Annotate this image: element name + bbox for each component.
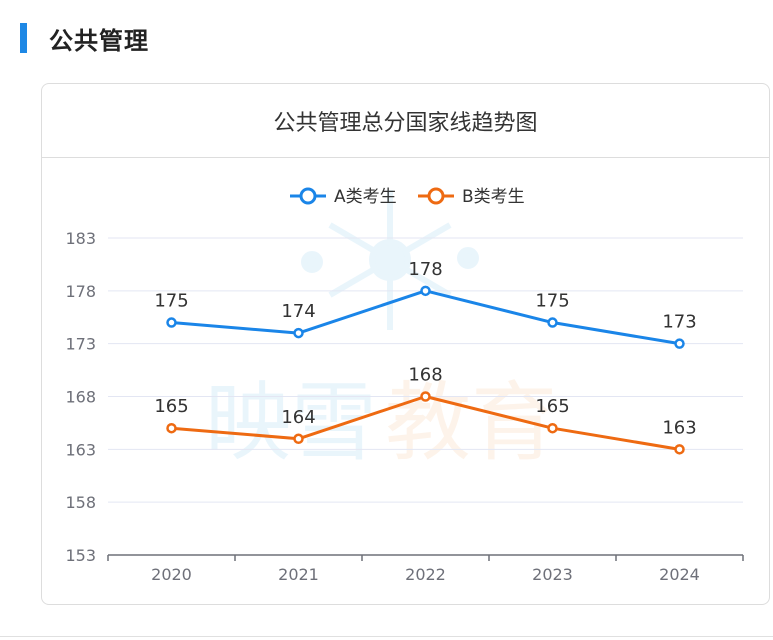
legend-item-b[interactable]: B类考生 <box>418 187 525 207</box>
data-label: 173 <box>662 312 696 333</box>
y-tick-label: 153 <box>65 546 96 565</box>
y-tick-label: 158 <box>65 493 96 512</box>
data-point <box>420 285 431 297</box>
section-title: 公共管理 <box>49 26 149 55</box>
data-label: 165 <box>535 396 569 417</box>
y-tick-label: 173 <box>65 335 96 354</box>
x-tick-label: 2021 <box>278 565 319 584</box>
legend-marker-icon <box>299 187 317 205</box>
x-tick-label: 2024 <box>659 565 700 584</box>
legend-label: B类考生 <box>462 187 525 207</box>
legend: A类考生 B类考生 <box>290 187 525 207</box>
series-layer: 175 174 178 175 173 165 164 168 165 163 <box>154 259 697 455</box>
series-a: 175 174 178 175 173 <box>154 259 697 349</box>
chart-title: 公共管理总分国家线趋势图 <box>273 110 538 136</box>
data-label: 165 <box>154 396 188 417</box>
x-tick-label: 2023 <box>532 565 573 584</box>
data-point <box>674 444 685 455</box>
x-tick-label: 2022 <box>405 565 446 584</box>
legend-marker-icon <box>427 187 445 205</box>
chart-card-header: 公共管理总分国家线趋势图 <box>42 84 769 158</box>
data-point <box>420 391 431 402</box>
data-label: 174 <box>281 301 315 322</box>
legend-item-a[interactable]: A类考生 <box>290 187 397 207</box>
page-bottom-divider <box>0 636 773 637</box>
data-label: 178 <box>408 259 442 280</box>
data-point <box>674 338 685 349</box>
grid-layer: 183 178 173 168 163 158 153 <box>65 229 743 565</box>
y-tick-label: 183 <box>65 229 96 248</box>
y-tick-label: 168 <box>65 388 96 407</box>
watermark-snowflake-icon <box>301 190 479 330</box>
x-axis: 2020 2021 2022 2023 2024 <box>107 554 744 584</box>
data-point <box>166 422 177 434</box>
x-tick-label: 2020 <box>151 565 192 584</box>
data-label: 168 <box>408 365 442 386</box>
series-line <box>171 289 680 346</box>
y-tick-label: 178 <box>65 282 96 301</box>
data-label: 175 <box>154 291 188 312</box>
section-header: 公共管理 <box>20 22 149 55</box>
series-b: 165 164 168 165 163 <box>154 365 697 455</box>
data-point <box>166 317 177 328</box>
data-label: 175 <box>535 291 569 312</box>
legend-label: A类考生 <box>334 187 397 207</box>
data-label: 163 <box>662 417 696 438</box>
data-point <box>293 327 304 339</box>
data-point <box>547 422 558 434</box>
y-tick-label: 163 <box>65 440 96 459</box>
section-accent-bar <box>20 23 27 53</box>
data-point <box>293 433 304 445</box>
watermark: 映雪 教育 <box>205 190 557 473</box>
data-point <box>547 317 558 328</box>
data-label: 164 <box>281 407 315 428</box>
